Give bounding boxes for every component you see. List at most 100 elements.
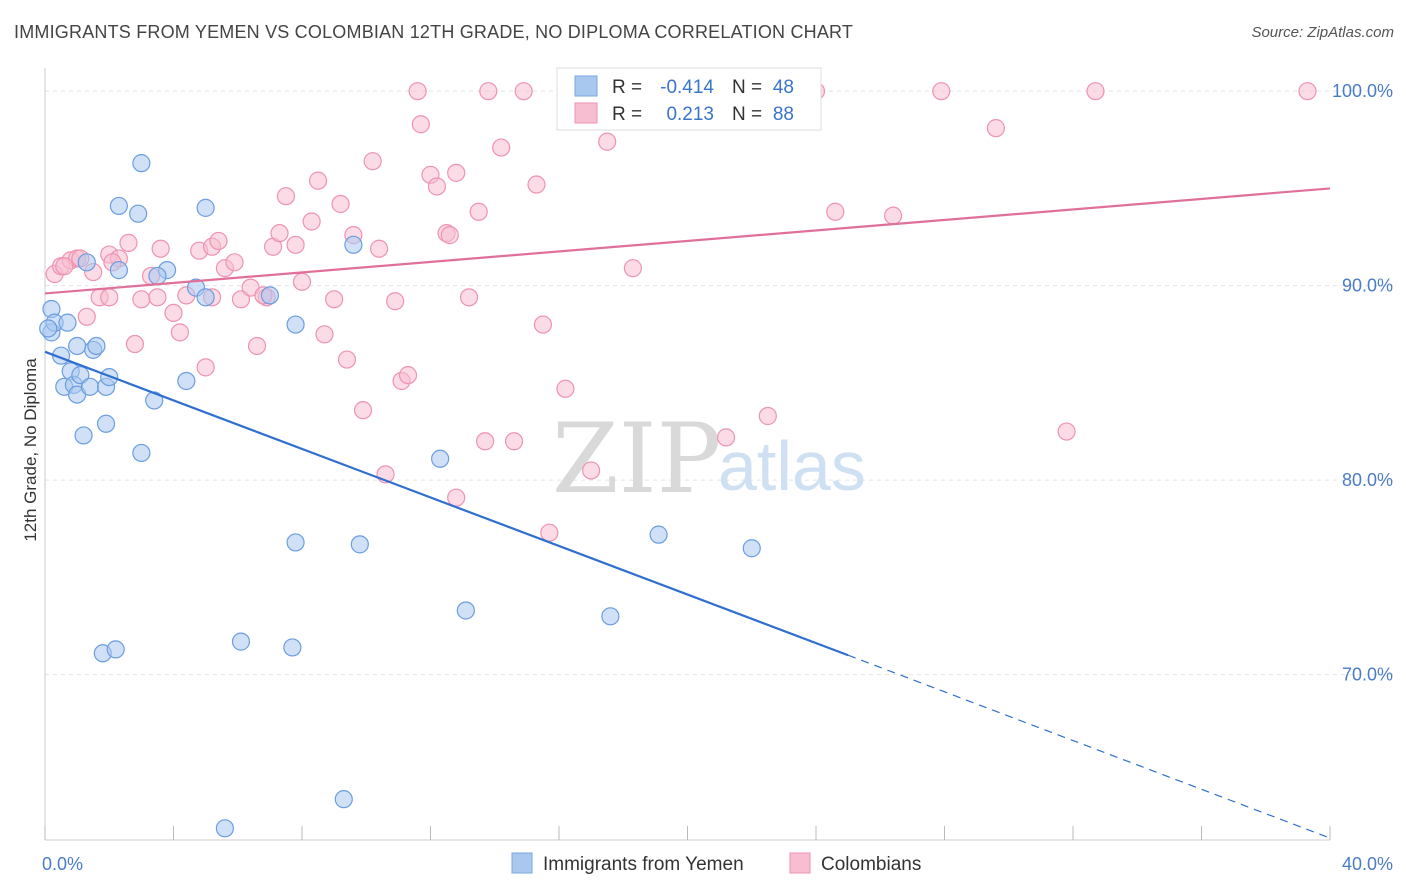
point-colombians [479,82,498,101]
point-colombians [209,231,228,251]
point-yemen [649,525,668,544]
x-tick-label: 40.0% [1342,854,1393,874]
gridlines [45,90,1395,676]
point-colombians [325,290,344,309]
legend-n-value-yemen: 48 [773,77,794,98]
point-colombians [469,202,488,221]
legend-n-label-colombians: N = [732,104,762,125]
point-colombians [196,358,215,377]
point-colombians [447,488,466,507]
point-yemen [109,196,128,216]
point-colombians [55,257,74,276]
point-colombians [492,138,511,157]
point-yemen [456,601,475,620]
source-label: Source: ZipAtlas.com [1251,24,1394,41]
point-colombians [225,253,244,272]
point-colombians [514,82,533,101]
legend-r-label-yemen: R = [612,77,642,98]
series-legend: Immigrants from Yemen Colombians [511,852,921,875]
point-yemen [80,377,100,396]
point-colombians [582,461,601,480]
y-tick-label: 90.0% [1342,276,1393,296]
point-yemen [283,638,302,657]
trend-line-yemen-extension [847,654,1331,839]
point-yemen [431,449,450,468]
bottom-legend-swatch-colombians [789,852,811,874]
point-yemen [260,286,279,305]
point-colombians [408,82,427,101]
point-colombians [1057,422,1076,441]
point-colombians [100,288,119,307]
point-colombians [527,175,546,194]
point-colombians [440,226,459,245]
point-yemen [231,632,251,651]
y-axis-label: 12th Grade, No Diploma [21,358,40,542]
point-colombians [302,212,321,231]
y-tick-label: 70.0% [1342,665,1393,685]
point-colombians [315,325,334,344]
point-colombians [459,288,479,307]
point-yemen [601,607,620,626]
bottom-legend-label-colombians: Colombians [821,854,921,875]
trend-lines [44,187,1331,839]
point-yemen [77,253,96,272]
point-yemen [196,198,215,217]
y-tick-label: 80.0% [1342,470,1393,490]
point-yemen [350,535,369,554]
bottom-legend-swatch-yemen [511,852,533,874]
point-yemen [96,414,116,433]
y-tick-label: 100.0% [1332,81,1393,101]
point-yemen [87,336,106,356]
point-yemen [177,371,196,391]
legend-swatch-colombians [574,102,598,124]
point-colombians [286,235,305,254]
point-yemen [132,154,151,173]
point-colombians [826,202,845,221]
point-yemen [196,288,215,307]
legend-n-value-colombians: 88 [773,104,794,125]
point-colombians [125,334,145,354]
point-colombians [353,401,373,420]
point-yemen [109,261,128,280]
point-colombians [276,187,296,206]
bottom-legend-label-yemen: Immigrants from Yemen [543,854,744,875]
point-yemen [129,204,148,223]
point-colombians [308,171,328,190]
point-colombians [1298,82,1317,101]
point-colombians [932,82,951,101]
point-colombians [556,379,575,398]
point-colombians [758,406,777,426]
point-yemen [106,640,125,659]
point-yemen [71,366,90,385]
x-tick-label: 0.0% [42,854,83,874]
point-yemen [148,266,167,286]
point-colombians [623,259,642,278]
point-yemen [286,533,305,552]
point-colombians [411,115,430,134]
point-colombians [77,307,96,326]
tick-labels: 100.0% 90.0% 80.0% 70.0% 0.0% 40.0% [42,81,1393,874]
axes [44,68,1331,841]
point-yemen [68,336,87,356]
watermark-atlas: atlas [718,427,866,505]
point-yemen [74,426,93,445]
point-colombians [883,206,903,225]
point-colombians [716,428,736,447]
legend-n-label-yemen: N = [732,77,762,98]
point-yemen [334,790,353,809]
point-yemen [742,539,761,558]
chart-title: IMMIGRANTS FROM YEMEN VS COLOMBIAN 12TH … [14,22,854,42]
point-colombians [370,239,389,258]
point-colombians [231,290,251,309]
legend-swatch-yemen [574,75,598,97]
point-yemen [132,443,151,463]
point-colombians [148,288,167,307]
legend-r-label-colombians: R = [612,104,642,125]
point-yemen [286,315,305,334]
point-colombians [476,432,495,451]
legend-r-value-colombians: 0.213 [666,104,714,125]
trend-line-yemen [44,350,849,657]
point-colombians [337,350,357,369]
point-colombians [447,163,466,182]
